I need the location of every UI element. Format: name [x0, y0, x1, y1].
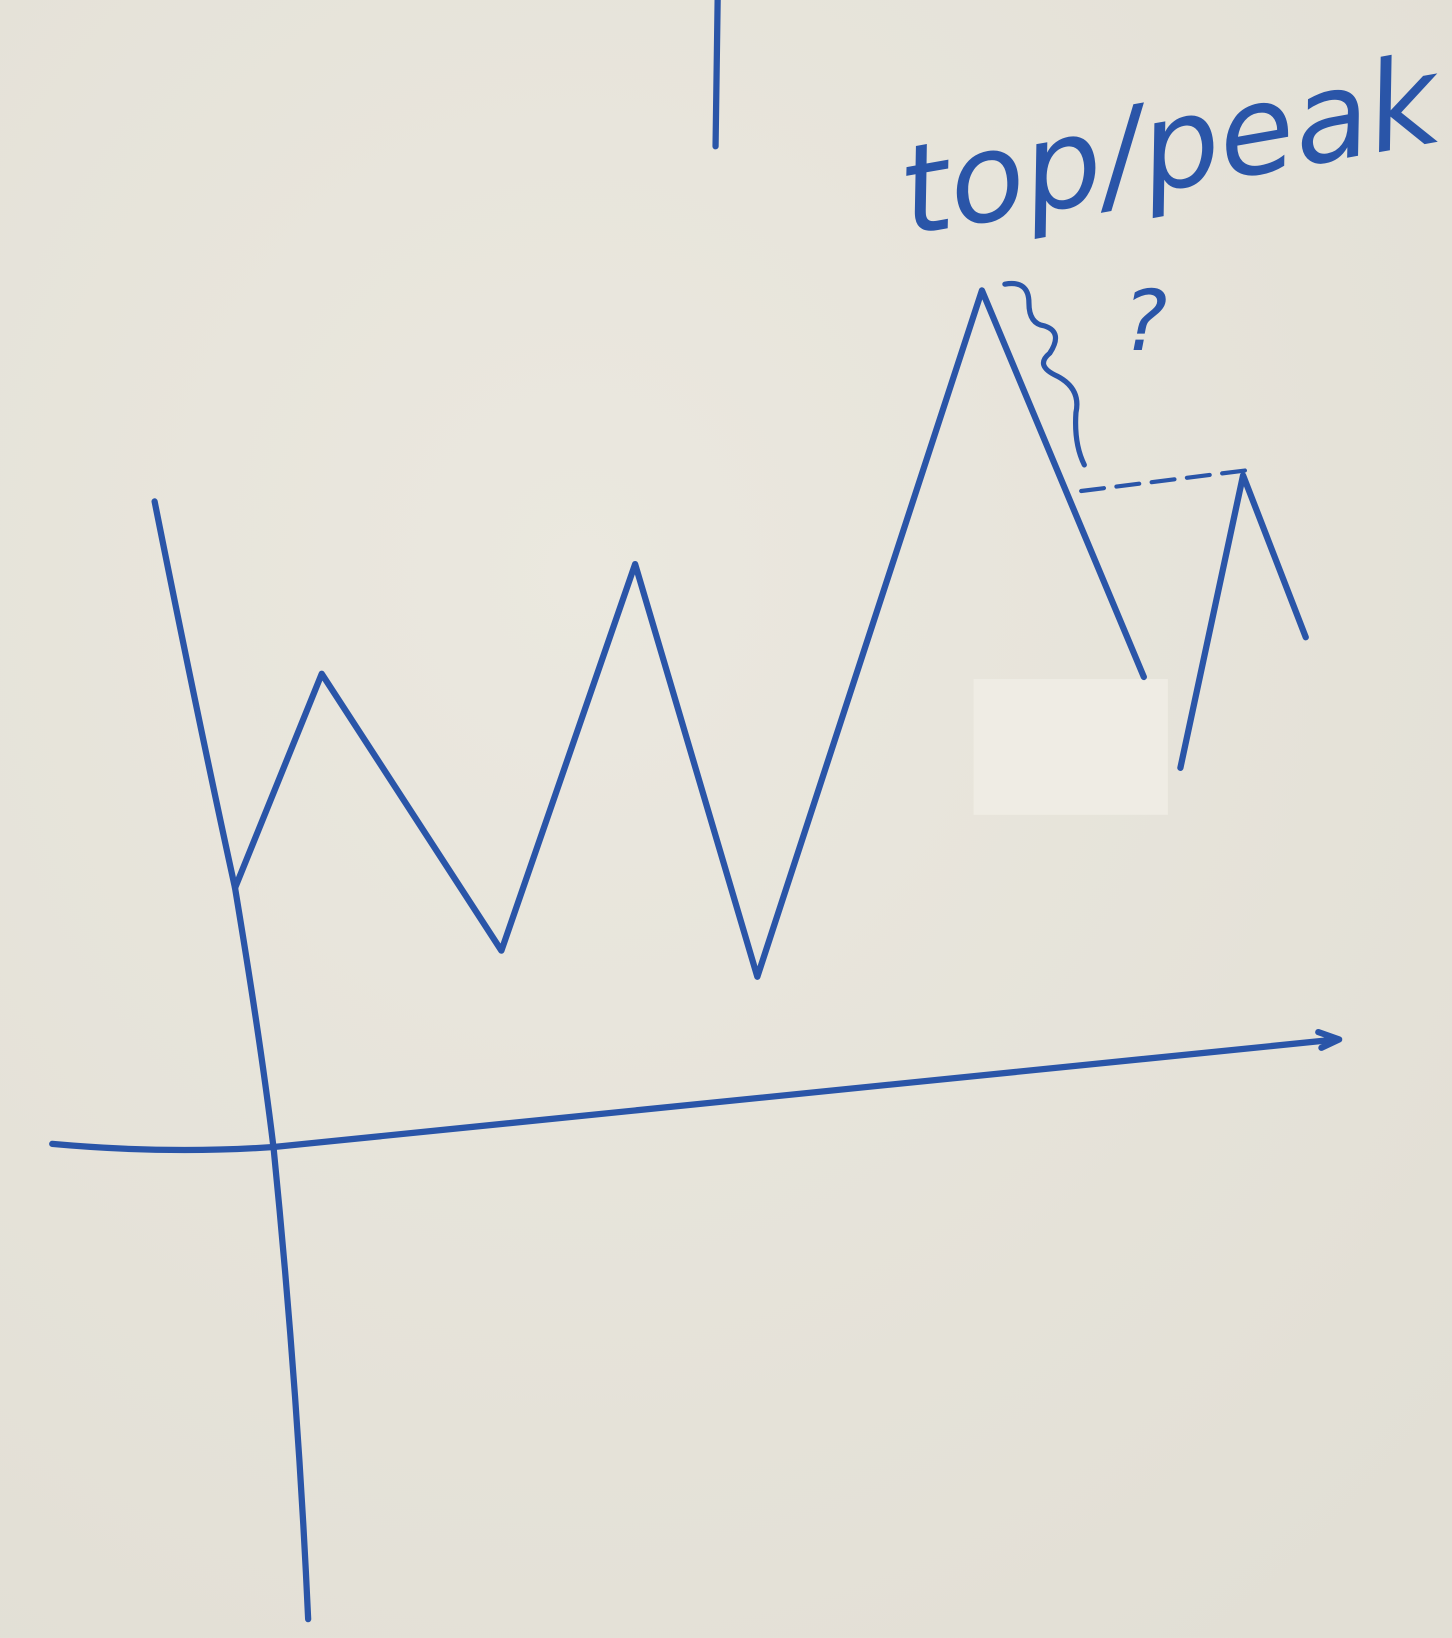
top-stroke: [712, 0, 721, 150]
x-axis-arrow: [1315, 1028, 1343, 1051]
dashed-guide: [1079, 468, 1251, 494]
y-axis: [151, 498, 312, 1623]
brace: [1002, 280, 1087, 468]
zigzag-line-end: [1177, 472, 1309, 771]
x-axis: [49, 1036, 1341, 1154]
zigzag-line: [231, 287, 1147, 980]
paper-patch: [973, 679, 1168, 815]
annotation-question: ?: [1123, 272, 1167, 370]
